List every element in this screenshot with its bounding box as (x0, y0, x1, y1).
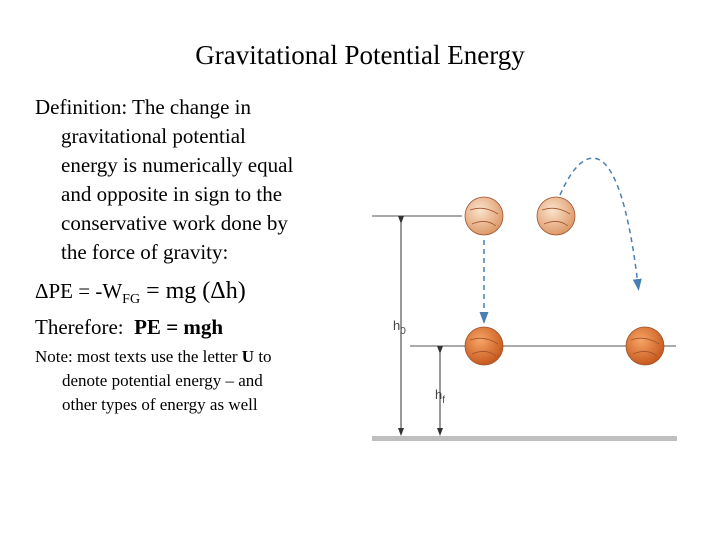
note-line: other types of energy as well (62, 395, 258, 415)
ground (372, 436, 677, 441)
title: Gravitational Potential Energy (195, 40, 525, 70)
h0-label: h0 (393, 318, 406, 337)
note-text: denote potential energy – and (62, 371, 263, 390)
eq-right: = mg (Δh) (140, 278, 246, 304)
note-text: to (254, 347, 272, 366)
note-text: U (241, 347, 255, 366)
definition-line: conservative work done by (61, 211, 288, 235)
text: h (393, 318, 400, 333)
note-line: Note: most texts use the letter U to (35, 347, 272, 367)
text: h (435, 387, 442, 402)
arc-path (559, 157, 642, 291)
text: f (442, 395, 445, 406)
therefore-label: Therefore: (35, 315, 124, 339)
eq-left: ΔPE = -W (35, 279, 123, 303)
equation: ΔPE = -WFG = mg (Δh) (35, 278, 246, 308)
text: 0 (400, 326, 406, 337)
definition-line: the force of gravity: (61, 240, 229, 264)
therefore-formula: PE = mgh (134, 315, 224, 339)
definition-line: and opposite in sign to the (61, 182, 283, 206)
note-line: denote potential energy – and (62, 371, 263, 391)
eq-sub: FG (122, 292, 141, 308)
definition-line: energy is numerically equal (61, 153, 294, 177)
note-text: other types of energy as well (62, 395, 258, 414)
therefore: Therefore: PE = mgh (35, 315, 223, 340)
definition-line: gravitational potential (61, 124, 246, 148)
hf-label: hf (435, 387, 445, 406)
definition-line: Definition: The change in (35, 95, 251, 119)
note-text: Note: most texts use the letter (35, 347, 242, 366)
balls (464, 196, 665, 366)
